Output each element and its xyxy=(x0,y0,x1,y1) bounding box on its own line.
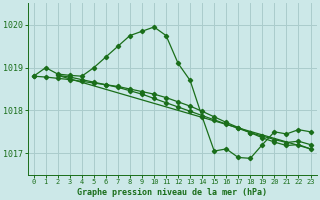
X-axis label: Graphe pression niveau de la mer (hPa): Graphe pression niveau de la mer (hPa) xyxy=(77,188,267,197)
